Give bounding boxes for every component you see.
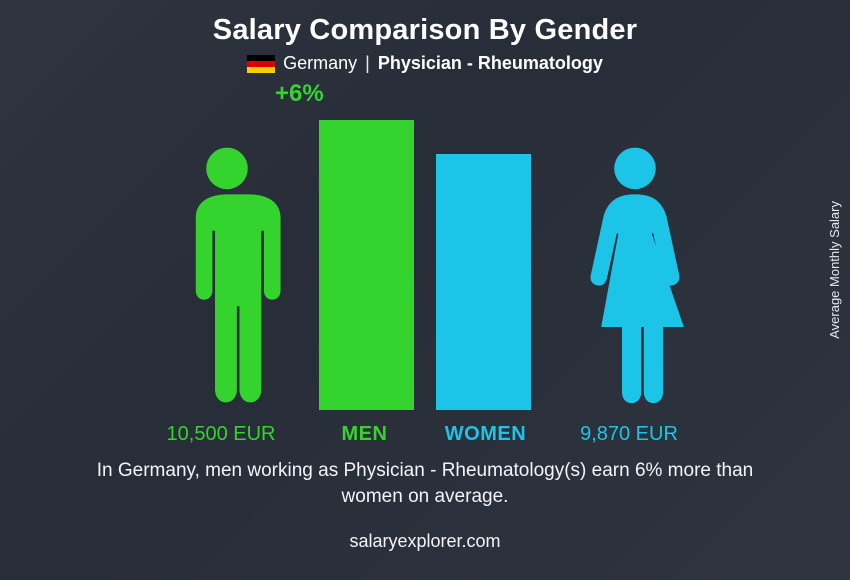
- footer-source: salaryexplorer.com: [0, 531, 850, 552]
- germany-flag-icon: [247, 55, 275, 73]
- flag-stripe: [247, 67, 275, 73]
- men-label: MEN: [317, 423, 412, 446]
- difference-badge: +6%: [275, 80, 324, 108]
- men-bar: [319, 120, 414, 410]
- female-figure-icon: [580, 145, 690, 410]
- labels-row: 10,500 EUR MEN WOMEN 9,870 EUR: [0, 423, 850, 446]
- subtitle-row: Germany | Physician - Rheumatology: [0, 53, 850, 74]
- chart-stage: +6% 10,500 EUR MEN WOMEN 9,870 EUR: [0, 80, 850, 450]
- bar-group: [319, 120, 531, 410]
- page-title: Salary Comparison By Gender: [0, 14, 850, 47]
- women-salary: 9,870 EUR: [559, 423, 699, 446]
- male-figure-icon: [172, 145, 282, 410]
- y-axis-label: Average Monthly Salary: [827, 201, 842, 339]
- country-label: Germany: [283, 53, 357, 74]
- role-label: Physician - Rheumatology: [378, 53, 603, 74]
- y-axis-label-wrap: Average Monthly Salary: [824, 0, 844, 540]
- separator: |: [365, 53, 370, 74]
- women-bar: [436, 154, 531, 410]
- men-salary: 10,500 EUR: [151, 423, 291, 446]
- description-text: In Germany, men working as Physician - R…: [0, 450, 850, 509]
- women-label: WOMEN: [438, 423, 533, 446]
